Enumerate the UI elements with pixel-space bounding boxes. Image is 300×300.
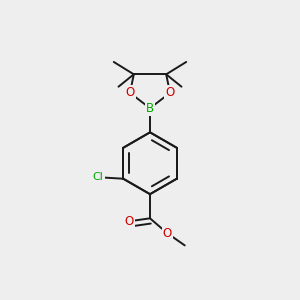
Text: Cl: Cl bbox=[93, 172, 104, 182]
Text: O: O bbox=[125, 215, 134, 228]
Text: B: B bbox=[146, 102, 154, 115]
Text: O: O bbox=[165, 86, 175, 99]
Text: O: O bbox=[163, 226, 172, 239]
Text: O: O bbox=[125, 86, 135, 99]
